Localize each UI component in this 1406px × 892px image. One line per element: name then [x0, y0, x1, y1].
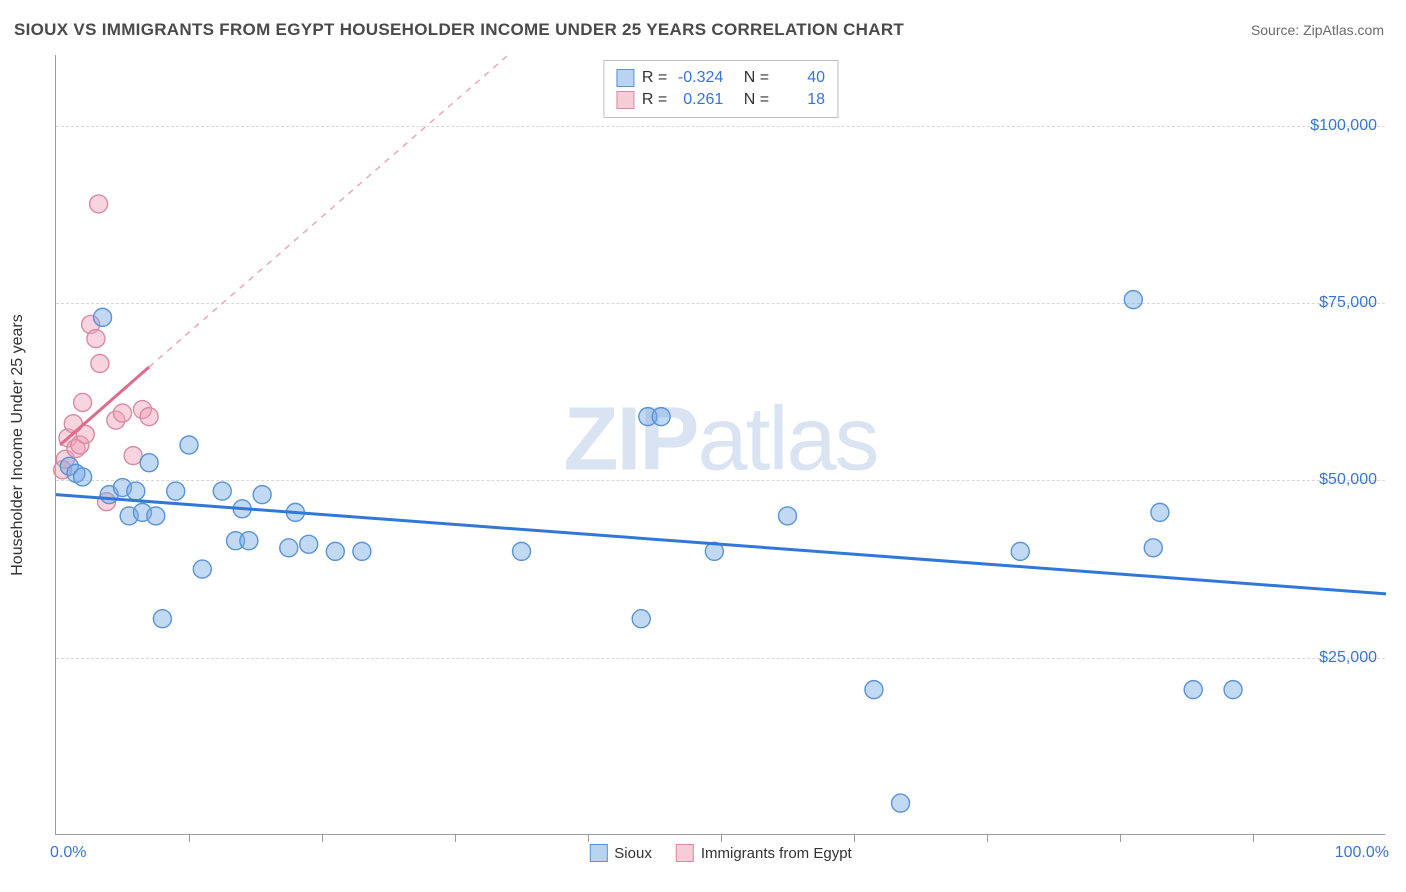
data-point	[1224, 681, 1242, 699]
swatch-egypt	[616, 91, 634, 109]
x-tick	[721, 834, 722, 842]
r-value-egypt: 0.261	[675, 89, 723, 111]
data-point	[353, 542, 371, 560]
scatter-svg	[56, 55, 1385, 834]
legend-item-sioux: Sioux	[589, 844, 652, 862]
x-axis-min-label: 0.0%	[50, 844, 86, 862]
n-value-egypt: 18	[777, 89, 825, 111]
series-legend: Sioux Immigrants from Egypt	[589, 844, 851, 862]
x-tick	[1120, 834, 1121, 842]
n-label: N =	[744, 89, 769, 111]
data-point	[167, 482, 185, 500]
data-point	[193, 560, 211, 578]
legend-label-sioux: Sioux	[614, 845, 652, 862]
r-value-sioux: -0.324	[675, 67, 723, 89]
x-axis-max-label: 100.0%	[1335, 844, 1389, 862]
data-point	[90, 195, 108, 213]
x-tick	[854, 834, 855, 842]
swatch-sioux	[589, 844, 607, 862]
data-point	[114, 404, 132, 422]
data-point	[140, 408, 158, 426]
data-point	[1011, 542, 1029, 560]
stats-row-sioux: R = -0.324 N = 40	[616, 67, 825, 89]
data-point	[632, 610, 650, 628]
n-value-sioux: 40	[777, 67, 825, 89]
data-point	[253, 486, 271, 504]
stats-legend: R = -0.324 N = 40 R = 0.261 N = 18	[603, 60, 838, 118]
data-point	[147, 507, 165, 525]
data-point	[127, 482, 145, 500]
n-label: N =	[744, 67, 769, 89]
data-point	[74, 393, 92, 411]
data-point	[240, 532, 258, 550]
plot-area: ZIPatlas $25,000$50,000$75,000$100,000 H…	[55, 55, 1385, 835]
data-point	[153, 610, 171, 628]
data-point	[213, 482, 231, 500]
legend-label-egypt: Immigrants from Egypt	[701, 845, 852, 862]
data-point	[87, 330, 105, 348]
data-point	[140, 454, 158, 472]
x-tick	[322, 834, 323, 842]
r-label: R =	[642, 89, 667, 111]
legend-item-egypt: Immigrants from Egypt	[676, 844, 852, 862]
data-point	[326, 542, 344, 560]
data-point	[892, 794, 910, 812]
r-label: R =	[642, 67, 667, 89]
swatch-egypt	[676, 844, 694, 862]
chart-title: SIOUX VS IMMIGRANTS FROM EGYPT HOUSEHOLD…	[14, 20, 904, 40]
data-point	[779, 507, 797, 525]
data-point	[1144, 539, 1162, 557]
x-tick	[1253, 834, 1254, 842]
swatch-sioux	[616, 69, 634, 87]
data-point	[1124, 291, 1142, 309]
data-point	[1151, 503, 1169, 521]
stats-row-egypt: R = 0.261 N = 18	[616, 89, 825, 111]
data-point	[94, 308, 112, 326]
data-point	[1184, 681, 1202, 699]
x-tick	[189, 834, 190, 842]
x-tick	[455, 834, 456, 842]
data-point	[300, 535, 318, 553]
x-tick	[987, 834, 988, 842]
data-point	[865, 681, 883, 699]
data-point	[652, 408, 670, 426]
y-axis-title: Householder Income Under 25 years	[9, 314, 27, 575]
data-point	[74, 468, 92, 486]
data-point	[280, 539, 298, 557]
data-point	[180, 436, 198, 454]
x-tick	[588, 834, 589, 842]
data-point	[91, 354, 109, 372]
source-label: Source: ZipAtlas.com	[1251, 22, 1384, 38]
data-point	[513, 542, 531, 560]
